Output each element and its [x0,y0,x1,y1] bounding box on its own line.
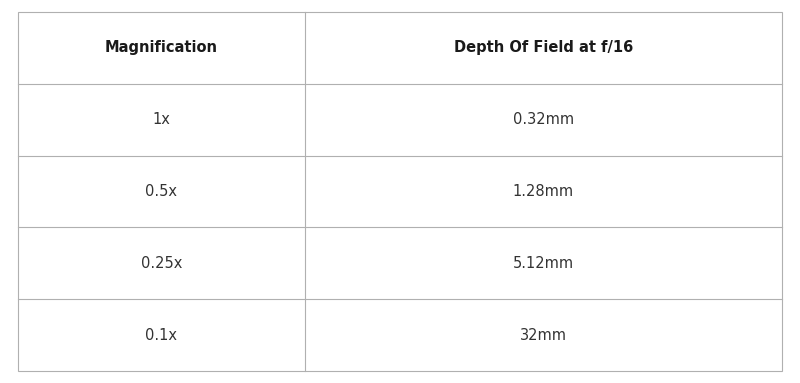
Text: 32mm: 32mm [520,327,566,343]
Text: 1.28mm: 1.28mm [513,184,574,199]
Text: 0.25x: 0.25x [141,256,182,271]
Text: 5.12mm: 5.12mm [513,256,574,271]
Text: 1x: 1x [152,112,170,127]
Text: 0.1x: 0.1x [146,327,178,343]
Text: Depth Of Field at f/16: Depth Of Field at f/16 [454,40,633,56]
Text: Magnification: Magnification [105,40,218,56]
Text: 0.32mm: 0.32mm [513,112,574,127]
Text: 0.5x: 0.5x [146,184,178,199]
